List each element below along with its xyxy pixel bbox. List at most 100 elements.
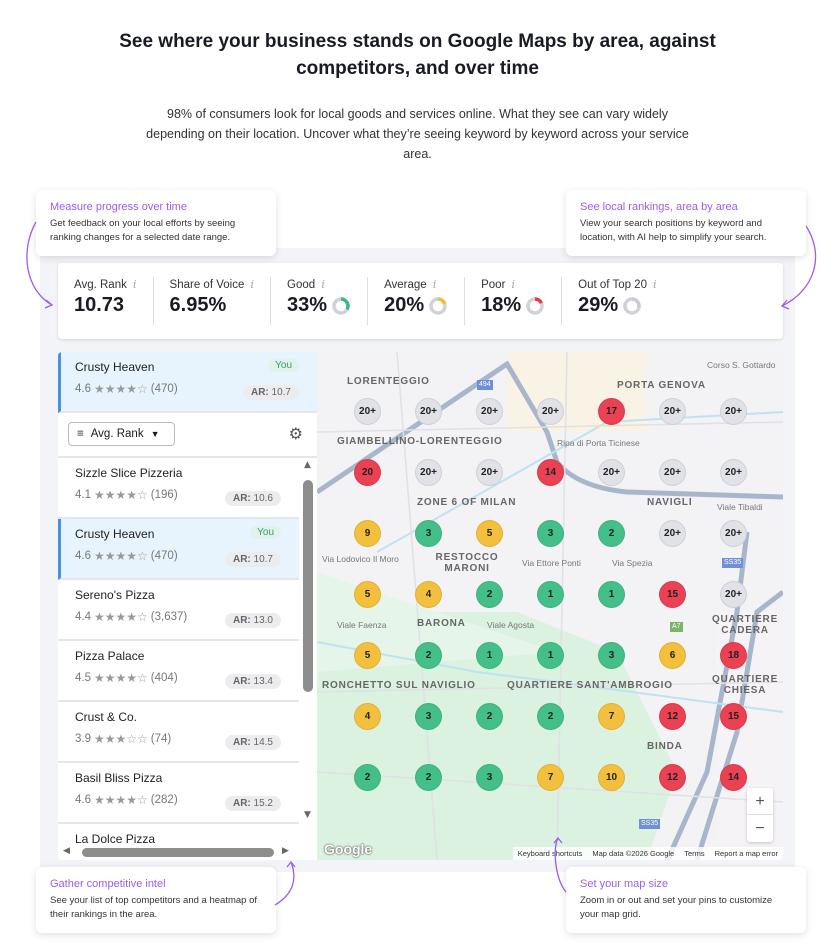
road-badge: SS35 [639, 819, 661, 829]
scrollbar-thumb[interactable] [303, 480, 313, 692]
street-label: Corso S. Gottardo [707, 360, 776, 370]
rank-pin[interactable]: 20+ [476, 398, 503, 425]
list-item[interactable]: Crust & Co. 3.9 ★★★☆☆ (74) AR: 14.5 [58, 702, 299, 763]
rank-pin[interactable]: 1 [598, 581, 625, 608]
rank-pin[interactable]: 3 [476, 764, 503, 791]
rank-pin[interactable]: 2 [476, 703, 503, 730]
rank-pin[interactable]: 14 [537, 459, 564, 486]
sort-dropdown[interactable]: ≡ Avg. Rank ▼ [68, 422, 175, 446]
list-toolbar: ≡ Avg. Rank ▼ ⚙ [58, 413, 317, 458]
street-label: Viale Agosta [487, 620, 535, 630]
rank-pin[interactable]: 20+ [659, 398, 686, 425]
metric-poor: Poor i 18% [465, 277, 563, 325]
rank-pin[interactable]: 20+ [354, 398, 381, 425]
donut-chart-icon [623, 296, 641, 315]
info-icon[interactable]: i [321, 277, 325, 291]
zoom-in-button[interactable]: + [747, 788, 773, 815]
street-label: Ripa di Porta Ticinese [557, 438, 640, 448]
map-label: QUARTIERE CHIESA [711, 674, 779, 696]
info-icon[interactable]: i [432, 277, 437, 291]
rank-pin[interactable]: 6 [659, 642, 686, 669]
scroll-right-icon[interactable]: ▶ [282, 846, 289, 856]
scroll-down-icon[interactable]: ▼ [304, 810, 311, 820]
rank-pin[interactable]: 7 [598, 703, 625, 730]
rank-pin[interactable]: 3 [537, 520, 564, 547]
rank-pin[interactable]: 17 [598, 398, 625, 425]
star-rating-icon: ★★★★☆ [94, 382, 148, 396]
rating: 4.6 [75, 383, 91, 395]
rank-pin[interactable]: 14 [720, 764, 747, 791]
vertical-scrollbar[interactable]: ▲ ▼ [300, 458, 317, 842]
avg-rank-badge: AR: 14.5 [224, 735, 281, 750]
rank-pin[interactable]: 1 [537, 581, 564, 608]
rank-pin[interactable]: 20+ [659, 459, 686, 486]
rank-pin[interactable]: 20+ [537, 398, 564, 425]
rank-pin[interactable]: 5 [476, 520, 503, 547]
rank-pin[interactable]: 15 [720, 703, 747, 730]
rank-pin[interactable]: 20 [354, 459, 381, 486]
rank-pin[interactable]: 20+ [415, 459, 442, 486]
rank-pin[interactable]: 20+ [598, 459, 625, 486]
rank-pin[interactable]: 20+ [720, 520, 747, 547]
rank-pin[interactable]: 12 [659, 764, 686, 791]
zoom-out-button[interactable]: − [755, 820, 765, 837]
rank-pin[interactable]: 15 [659, 581, 686, 608]
scroll-left-icon[interactable]: ◀ [63, 846, 70, 856]
scroll-up-icon[interactable]: ▲ [304, 460, 311, 470]
rank-pin[interactable]: 5 [354, 642, 381, 669]
info-icon[interactable]: i [250, 277, 255, 291]
rank-pin[interactable]: 2 [476, 581, 503, 608]
report-error-link[interactable]: Report a map error [714, 849, 778, 858]
rank-pin[interactable]: 2 [415, 642, 442, 669]
rank-pin[interactable]: 7 [537, 764, 564, 791]
terms-link[interactable]: Terms [684, 849, 705, 858]
business-name: Sereno's Pizza [75, 588, 155, 602]
gear-icon[interactable]: ⚙ [288, 424, 303, 443]
rank-pin[interactable]: 20+ [476, 459, 503, 486]
list-item[interactable]: La Dolce Pizza [58, 824, 299, 860]
star-rating-icon: ★★★★☆ [94, 671, 148, 685]
rank-pin[interactable]: 20+ [720, 459, 747, 486]
keyboard-shortcuts-link[interactable]: Keyboard shortcuts [517, 849, 583, 858]
rank-pin[interactable]: 10 [598, 764, 625, 791]
pinned-business-row[interactable]: Crusty Heaven 4.6 ★★★★☆ (470) You AR: 10.7 [58, 352, 317, 413]
rank-pin[interactable]: 20+ [659, 520, 686, 547]
rank-pin[interactable]: 1 [537, 642, 564, 669]
list-item[interactable]: Pizza Palace 4.5 ★★★★☆ (404) AR: 13.4 [58, 641, 299, 702]
page-title: See where your business stands on Google… [119, 31, 716, 79]
list-item[interactable]: Crusty Heaven 4.6 ★★★★☆ (470) AR: 10.7 You [58, 519, 299, 580]
rank-pin[interactable]: 20+ [720, 398, 747, 425]
scrollbar-thumb[interactable] [82, 848, 274, 857]
rank-pin[interactable]: 20+ [415, 398, 442, 425]
rank-pin[interactable]: 20+ [720, 581, 747, 608]
rank-pin[interactable]: 5 [354, 581, 381, 608]
callout-text: Get feedback on your local efforts by se… [50, 218, 236, 243]
map-label: BINDA [647, 741, 683, 752]
rank-pin[interactable]: 1 [476, 642, 503, 669]
rating: 4.4 [75, 611, 91, 623]
rank-pin[interactable]: 4 [354, 703, 381, 730]
rank-pin[interactable]: 3 [415, 703, 442, 730]
info-icon[interactable]: i [132, 277, 137, 291]
list-item[interactable]: Basil Bliss Pizza 4.6 ★★★★☆ (282) AR: 15.2 [58, 763, 299, 824]
rank-pin[interactable]: 3 [598, 642, 625, 669]
rank-pin[interactable]: 18 [720, 642, 747, 669]
list-item[interactable]: Sereno's Pizza 4.4 ★★★★☆ (3,637) AR: 13.0 [58, 580, 299, 641]
map-label: BARONA [417, 618, 466, 629]
info-icon[interactable]: i [511, 277, 516, 291]
rank-pin[interactable]: 9 [354, 520, 381, 547]
metric-value: 29% [578, 294, 619, 316]
rank-pin[interactable]: 3 [415, 520, 442, 547]
rank-pin[interactable]: 2 [354, 764, 381, 791]
rank-pin[interactable]: 2 [537, 703, 564, 730]
rank-pin[interactable]: 2 [415, 764, 442, 791]
map-view[interactable]: LORENTEGGIO PORTA GENOVA GIAMBELLINO-LOR… [317, 352, 783, 860]
horizontal-scrollbar[interactable]: ◀ ▶ [58, 844, 300, 860]
rank-pin[interactable]: 12 [659, 703, 686, 730]
rank-pin[interactable]: 4 [415, 581, 442, 608]
info-icon[interactable]: i [652, 277, 657, 291]
map-label: NAVIGLI [647, 497, 693, 508]
list-item[interactable]: Sizzle Slice Pizzeria 4.1 ★★★★☆ (196) AR: 10… [58, 458, 299, 519]
rank-pin[interactable]: 2 [598, 520, 625, 547]
callout-title: Set your map size [580, 878, 669, 890]
